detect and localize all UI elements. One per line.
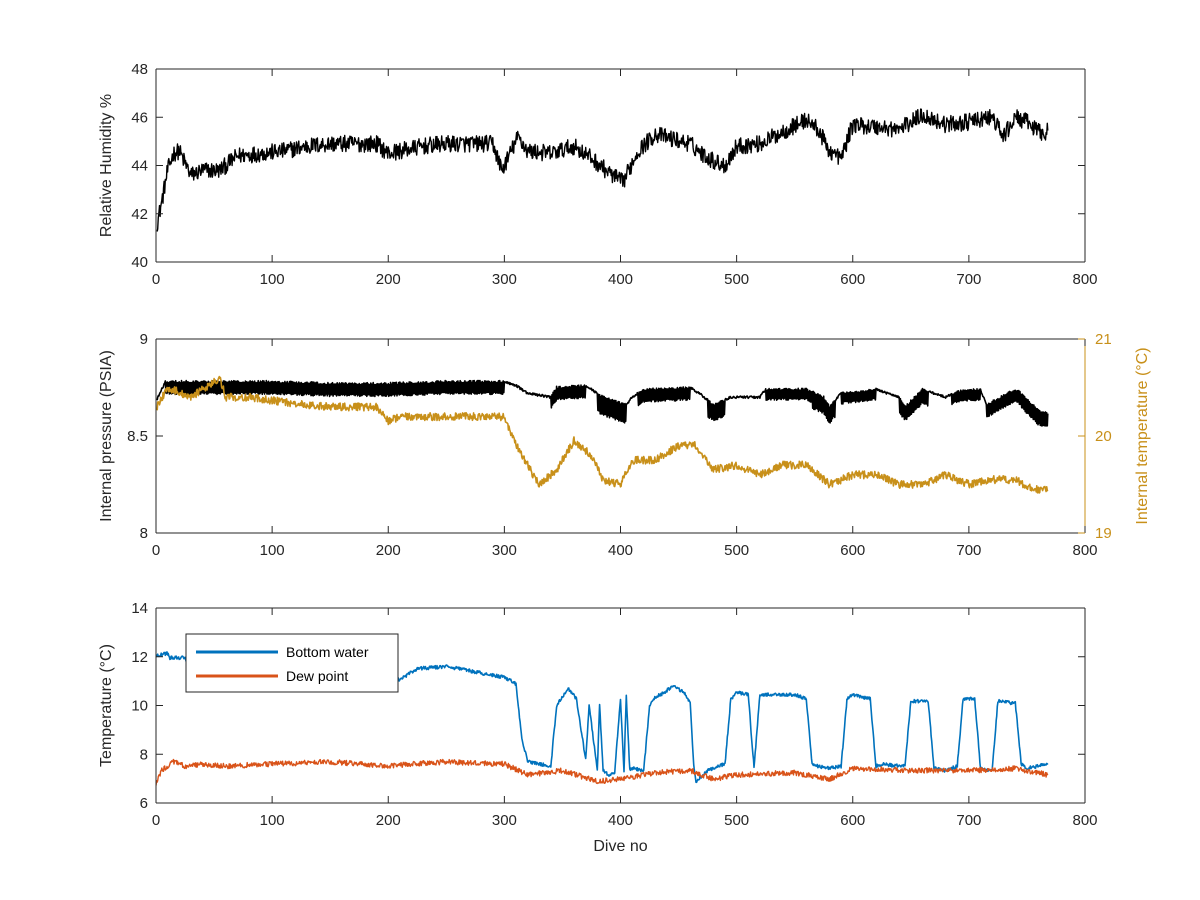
- y2-tick-label: 21: [1095, 331, 1112, 348]
- chart-panel-3: 0 100 200 300 400 500 600 700 800 6 8 10 12 14 Tempera…: [98, 600, 1098, 855]
- chart-panel-1: 0 100 200 300 400 500 600 700 800 40 42 44 46 48 Relat…: [98, 61, 1098, 288]
- x-tick-label: 600: [840, 812, 865, 829]
- y-tick-label: 14: [131, 600, 148, 617]
- x-tick-label: 500: [724, 812, 749, 829]
- x-tick-label: 0: [152, 271, 160, 288]
- x-tick-label: 200: [376, 271, 401, 288]
- series-line-1: [156, 108, 1049, 232]
- x-tick-label: 700: [956, 271, 981, 288]
- x-tick-label: 700: [956, 812, 981, 829]
- legend-box: [185, 633, 399, 693]
- x-tick-label: 400: [608, 542, 633, 559]
- y-axis-label: Relative Humidity %: [98, 94, 115, 237]
- chart-panel-2: 0 100 200 300 400 500 600 700 800 8 8.5 9 19 20 21 Inte…: [98, 331, 1151, 559]
- y-tick-label: 42: [131, 206, 148, 223]
- x-tick-label: 800: [1072, 812, 1097, 829]
- legend-label: Dew point: [286, 668, 348, 684]
- y-tick-label: 48: [131, 61, 148, 78]
- x-tick-label: 400: [608, 271, 633, 288]
- y-tick-label: 40: [131, 254, 148, 271]
- x-tick-label: 200: [376, 812, 401, 829]
- x-tick-label: 600: [840, 542, 865, 559]
- y-tick-label: 12: [131, 649, 148, 666]
- y-tick-label: 46: [131, 109, 148, 126]
- x-tick-label: 500: [724, 271, 749, 288]
- x-tick-label: 300: [492, 812, 517, 829]
- x-tick-label: 800: [1072, 271, 1097, 288]
- x-tick-label: 300: [492, 542, 517, 559]
- y2-tick-label: 20: [1095, 428, 1112, 445]
- x-tick-label: 100: [260, 812, 285, 829]
- y-tick-label: 6: [140, 795, 148, 812]
- x-tick-label: 400: [608, 812, 633, 829]
- series-dew-point: [156, 758, 1049, 786]
- x-tick-label: 800: [1072, 542, 1097, 559]
- series-line-2: [156, 375, 1049, 494]
- x-axis-label: Dive no: [593, 838, 647, 855]
- y-tick-label: 9: [140, 331, 148, 348]
- x-tick-label: 500: [724, 542, 749, 559]
- x-tick-label: 200: [376, 542, 401, 559]
- y2-tick-label: 19: [1095, 525, 1112, 542]
- x-tick-label: 0: [152, 812, 160, 829]
- y-axis-label: Internal pressure (PSIA): [98, 350, 115, 522]
- x-tick-label: 100: [260, 542, 285, 559]
- series-line-1: [156, 379, 1049, 427]
- x-tick-label: 300: [492, 271, 517, 288]
- y-axis-label: Temperature (°C): [98, 644, 115, 767]
- y-tick-label: 8: [140, 746, 148, 763]
- y-tick-label: 8: [140, 525, 148, 542]
- x-tick-label: 700: [956, 542, 981, 559]
- x-tick-label: 0: [152, 542, 160, 559]
- x-tick-label: 100: [260, 271, 285, 288]
- legend-label: Bottom water: [286, 644, 369, 660]
- y-tick-label: 44: [131, 158, 148, 175]
- legend: Bottom water Dew point: [185, 633, 399, 693]
- y2-axis-label: Internal temperature (°C): [1134, 347, 1151, 524]
- y-tick-label: 10: [131, 698, 148, 715]
- y-tick-label: 8.5: [127, 428, 148, 445]
- x-tick-label: 600: [840, 271, 865, 288]
